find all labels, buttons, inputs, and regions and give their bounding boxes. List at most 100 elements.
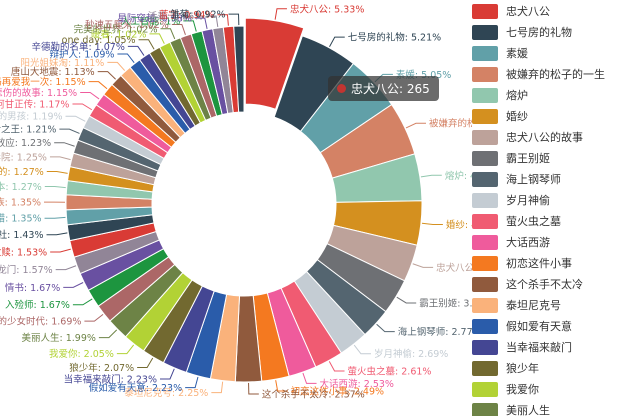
slice-label: 阿甘正传: 1.17% <box>0 98 69 110</box>
leader-line <box>97 71 116 80</box>
legend-item[interactable]: 狼少年 <box>472 357 539 379</box>
leader-line <box>149 33 165 44</box>
leader-line <box>46 171 68 174</box>
legend-label: 霸王别姬 <box>506 152 550 165</box>
slice-label: 忠犬八公的故事: 3.38% <box>436 262 472 274</box>
leader-line <box>217 14 229 26</box>
slice-label: 泰坦尼克号: 2.25% <box>124 387 208 399</box>
leader-line <box>137 357 154 368</box>
legend-item[interactable]: 泰坦尼克号 <box>472 294 561 316</box>
leader-line <box>329 36 345 47</box>
leader-line <box>138 39 155 50</box>
legend-item[interactable]: 这个杀手不太冷 <box>472 273 583 295</box>
slice-label: 岁月神偷: 2.69% <box>374 348 448 360</box>
legend-label: 熔炉 <box>506 89 528 102</box>
legend-item[interactable]: 素媛 <box>472 42 528 64</box>
pie-slice[interactable] <box>233 25 245 113</box>
legend-label: 我爱你 <box>506 383 539 396</box>
slice-label: 狩猎: 1.35% <box>0 213 42 225</box>
legend-item[interactable]: 岁月神偷 <box>472 189 550 211</box>
slice-label: one day: 1.05% <box>62 35 136 46</box>
legend-swatch-icon <box>472 66 498 82</box>
slice-label: 辩护人: 1.09% <box>50 48 115 60</box>
legend-label: 忠犬八公 <box>506 5 550 18</box>
slice-label: 比悲伤更悲伤的故事: 1.15% <box>0 87 77 99</box>
slice-label: 我的少女时代: 1.69% <box>0 316 81 328</box>
legend-item[interactable]: 大话西游 <box>472 231 550 253</box>
legend-label: 忠犬八公的故事 <box>506 131 583 144</box>
legend-swatch-icon <box>472 87 498 103</box>
slice-label: 亲爱的: 1.27% <box>0 166 44 178</box>
tooltip-text: 忠犬八公: 265 <box>351 82 430 96</box>
leader-line <box>159 368 175 380</box>
slice-label: 幕后之王: 1.21% <box>0 124 56 136</box>
slice-label: 唐山大地震: 1.13% <box>11 66 95 78</box>
slice-label: 海上钢琴师: 2.77% <box>398 326 472 338</box>
slice-label: 被嫌弃的松子的一生: 4.89% <box>429 118 472 130</box>
legend-label: 婚纱 <box>506 110 528 123</box>
slice-label: 蓝宇: 0.94% <box>159 9 214 21</box>
legend-item[interactable]: 熔炉 <box>472 84 528 106</box>
leader-line <box>396 296 417 304</box>
slice-label: 婚纱: 4.02% <box>446 219 472 231</box>
legend-item[interactable]: 萤火虫之墓 <box>472 210 561 232</box>
slice-label: 初恋这件小事: 2.49% <box>291 386 384 398</box>
slice-label: 七号房的礼物: 5.21% <box>348 32 441 44</box>
leader-line <box>248 382 259 395</box>
leader-line <box>98 329 118 339</box>
slice-label: 我爱你: 2.05% <box>49 348 114 360</box>
legend-label: 泰坦尼克号 <box>506 299 561 312</box>
legend-label: 假如爱有天意 <box>506 320 572 333</box>
leader-line <box>55 265 77 271</box>
legend-swatch-icon <box>472 45 498 61</box>
legend-label: 萤火虫之墓 <box>506 215 561 228</box>
slice-label: 狼少年: 2.07% <box>69 362 134 374</box>
legend-item[interactable]: 我爱你 <box>472 378 539 400</box>
slice-label: 忠犬八公: 5.33% <box>290 3 364 15</box>
legend-label: 素媛 <box>506 47 528 60</box>
leader-line <box>63 282 84 288</box>
slice-label: 人工智能: 1% <box>121 15 180 27</box>
legend-item[interactable]: 假如爱有天意 <box>472 315 572 337</box>
legend-label: 被嫌弃的松子的一生 <box>506 68 605 81</box>
leader-line <box>275 380 288 392</box>
legend-item[interactable]: 海上钢琴师 <box>472 168 561 190</box>
legend-item[interactable]: 忠犬八公 <box>472 0 550 22</box>
leader-line <box>353 344 371 355</box>
slice-label: 阳光姐妹淘: 1.11% <box>20 57 104 69</box>
legend-item[interactable]: 当幸福来敲门 <box>472 336 572 358</box>
legend-label: 海上钢琴师 <box>506 173 561 186</box>
pie-slices <box>65 17 423 383</box>
legend-item[interactable]: 婚纱 <box>472 105 528 127</box>
leader-line <box>59 128 80 134</box>
pie-slice[interactable] <box>244 17 305 110</box>
slice-label: 萤火虫之墓: 2.61% <box>348 366 432 378</box>
slice-labels: 忠犬八公: 5.33%七号房的礼物: 5.21%素媛: 5.05%被嫌弃的松子的… <box>0 3 472 400</box>
slice-label: 当幸福来敲门: 2.23% <box>64 373 157 385</box>
leader-line <box>211 381 224 394</box>
legend-swatch-icon <box>472 360 498 376</box>
leader-line <box>185 376 199 389</box>
tooltip-marker-icon <box>337 84 346 93</box>
legend-swatch-icon <box>472 171 498 187</box>
slice-label: 暖春: 1.02% <box>91 28 146 40</box>
legend-item[interactable]: 忠犬八公的故事 <box>472 126 583 148</box>
legend-swatch-icon <box>472 234 498 250</box>
slice-label: 活着: 0.96% <box>148 11 203 23</box>
legend-swatch-icon <box>472 3 498 19</box>
legend-item[interactable]: 七号房的礼物 <box>472 21 572 43</box>
legend-swatch-icon <box>472 108 498 124</box>
slice-label: 星际穿越: 0.98% <box>117 13 191 25</box>
legend-item[interactable]: 霸王别姬 <box>472 147 550 169</box>
legend-item[interactable]: 初恋这件小事 <box>472 252 572 274</box>
leader-line <box>412 263 434 268</box>
slice-label: 穿条纹睡衣的男孩: 1.19% <box>0 111 63 123</box>
leader-line <box>421 222 443 225</box>
legend-label: 岁月神偷 <box>506 194 550 207</box>
legend-item[interactable]: 美丽人生 <box>472 399 550 416</box>
leader-line <box>194 17 208 29</box>
legend-label: 这个杀手不太冷 <box>506 278 583 291</box>
leader-line <box>171 23 186 36</box>
legend-item[interactable]: 被嫌弃的松子的一生 <box>472 63 605 85</box>
slice-label: 美丽人生: 1.99% <box>21 332 95 344</box>
